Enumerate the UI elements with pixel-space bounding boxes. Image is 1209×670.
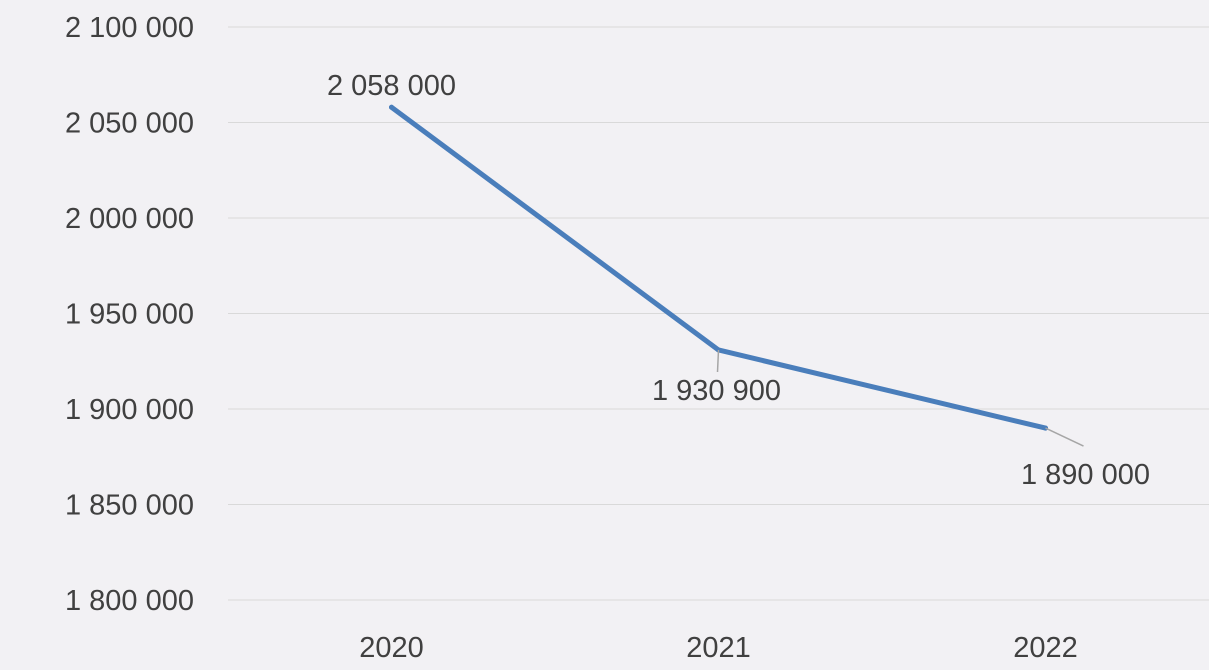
data-label: 1 930 900 <box>652 375 781 407</box>
x-tick-label: 2021 <box>686 632 751 664</box>
leader-line <box>716 349 720 373</box>
y-tick-label: 1 950 000 <box>65 299 194 331</box>
y-tick-label: 2 000 000 <box>65 203 194 235</box>
y-tick-label: 1 900 000 <box>65 394 194 426</box>
gridlines <box>228 26 1209 601</box>
x-axis-tick-labels: 2020 2021 2022 <box>359 632 1078 664</box>
y-axis-tick-labels: 1 800 000 1 850 000 1 900 000 1 950 000 2 00… <box>65 12 194 617</box>
y-tick-label: 2 050 000 <box>65 108 194 140</box>
x-tick-label: 2022 <box>1013 632 1078 664</box>
data-point <box>389 104 394 110</box>
data-label: 2 058 000 <box>327 70 456 102</box>
x-tick-label: 2020 <box>359 632 424 664</box>
y-tick-label: 2 100 000 <box>65 12 194 44</box>
y-tick-label: 1 850 000 <box>65 490 194 522</box>
data-label: 1 890 000 <box>1021 459 1150 491</box>
leader-line <box>1045 427 1084 447</box>
data-labels: 2 058 000 1 930 900 1 890 000 <box>327 70 1150 491</box>
y-tick-label: 1 800 000 <box>65 585 194 617</box>
